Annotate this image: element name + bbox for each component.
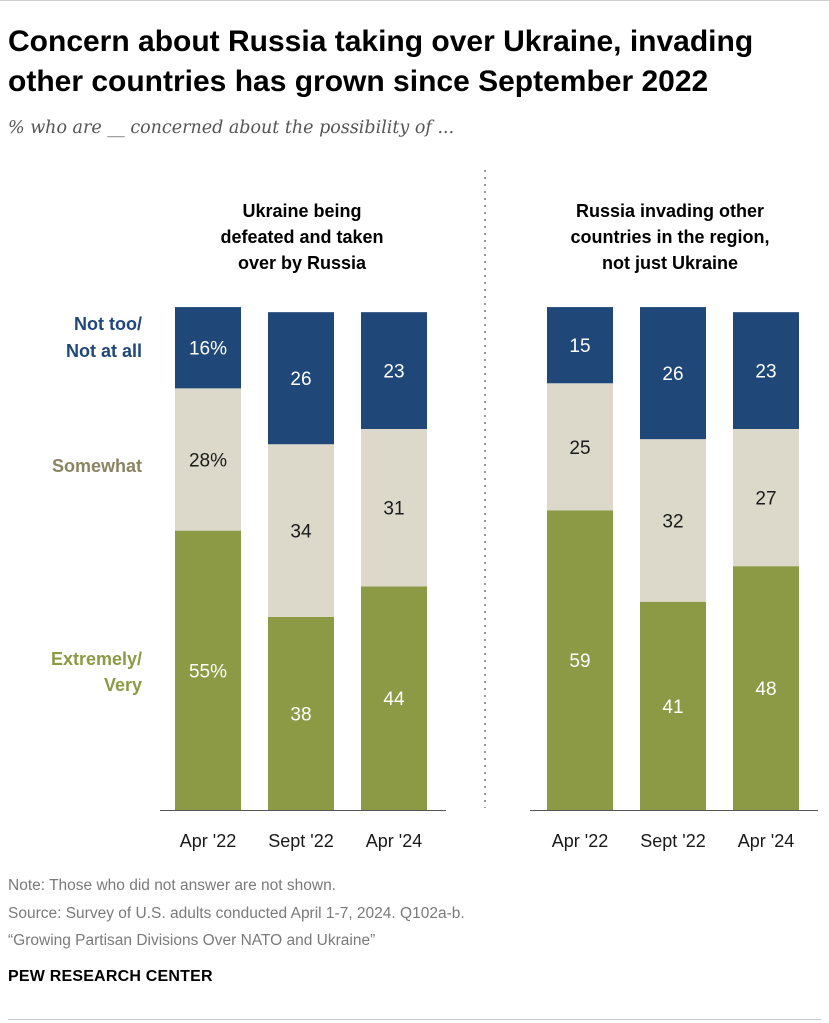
data-label-somewhat: 27 — [755, 489, 776, 510]
stacked-bar-chart: Ukraine being defeated and taken over by R… — [51, 170, 818, 851]
chart-subtitle: % who are __ concerned about the possibi… — [8, 118, 455, 138]
bar-segment-not-too — [640, 307, 706, 440]
data-label-extremely: 48 — [755, 679, 776, 700]
bar-segment-not-too — [268, 312, 334, 445]
data-label-not-too: 26 — [290, 369, 311, 390]
legend-label-not-too: Not too/ — [74, 314, 142, 334]
bar-segment-somewhat — [547, 383, 613, 511]
data-label-extremely: 41 — [662, 697, 683, 718]
bar-segment-somewhat — [175, 388, 241, 531]
bar-segment-extremely — [361, 586, 427, 810]
bar-segment-not-too — [361, 312, 427, 429]
data-label-extremely: 55% — [189, 661, 227, 682]
legend-label-extremely: Very — [104, 675, 142, 695]
note-text: Note: Those who did not answer are not s… — [8, 877, 336, 894]
x-tick-label: Apr '24 — [366, 831, 422, 851]
legend-label-extremely: Extremely/ — [51, 649, 142, 669]
panel-1-title-line: defeated and taken — [220, 227, 383, 247]
panel-1-title-line: Ukraine being — [242, 201, 361, 221]
data-label-somewhat: 25 — [569, 438, 590, 459]
bottom-rule — [8, 1019, 821, 1020]
top-rule — [0, 0, 829, 1]
pew-research-center-logo: PEW RESEARCH CENTER — [8, 968, 213, 985]
bar-segment-somewhat — [268, 444, 334, 617]
chart-title: Concern about Russia taking over Ukraine… — [8, 25, 754, 98]
x-tick-label: Apr '22 — [552, 831, 608, 851]
data-label-somewhat: 31 — [383, 499, 404, 520]
panel-2-title-line: Russia invading other — [576, 201, 764, 221]
bar-segment-not-too — [547, 307, 613, 384]
bar-segment-not-too — [733, 312, 799, 429]
legend-label-not-too: Not at all — [66, 341, 142, 361]
data-label-not-too: 15 — [569, 336, 590, 357]
bar-segment-somewhat — [640, 439, 706, 602]
data-label-extremely: 38 — [290, 704, 311, 725]
x-tick-label: Apr '22 — [180, 831, 236, 851]
bar-segment-extremely — [640, 601, 706, 810]
data-label-not-too: 23 — [383, 362, 404, 383]
bar-segment-extremely — [268, 616, 334, 810]
bar-segment-extremely — [175, 530, 241, 810]
panel-2-title-line: not just Ukraine — [602, 253, 738, 273]
bar-segment-not-too — [175, 307, 241, 389]
source-text: Source: Survey of U.S. adults conducted … — [8, 905, 465, 922]
x-tick-label: Apr '24 — [738, 831, 794, 851]
data-label-somewhat: 32 — [662, 511, 683, 532]
x-tick-label: Sept '22 — [640, 831, 706, 851]
data-label-extremely: 44 — [383, 689, 405, 710]
bar-segment-extremely — [733, 566, 799, 810]
legend-label-somewhat: Somewhat — [52, 456, 142, 476]
report-title-text: “Growing Partisan Divisions Over NATO an… — [8, 932, 376, 949]
data-label-somewhat: 28% — [189, 450, 227, 471]
data-label-not-too: 16% — [189, 339, 227, 360]
x-tick-label: Sept '22 — [268, 831, 334, 851]
data-label-not-too: 26 — [662, 364, 683, 385]
data-label-not-too: 23 — [755, 362, 776, 383]
bar-segment-somewhat — [361, 429, 427, 587]
data-label-extremely: 59 — [569, 651, 590, 672]
panel-1-title-line: over by Russia — [238, 253, 367, 273]
data-label-somewhat: 34 — [290, 522, 312, 543]
panel-2-title-line: countries in the region, — [570, 227, 769, 247]
bar-segment-somewhat — [733, 429, 799, 567]
bar-segment-extremely — [547, 510, 613, 810]
